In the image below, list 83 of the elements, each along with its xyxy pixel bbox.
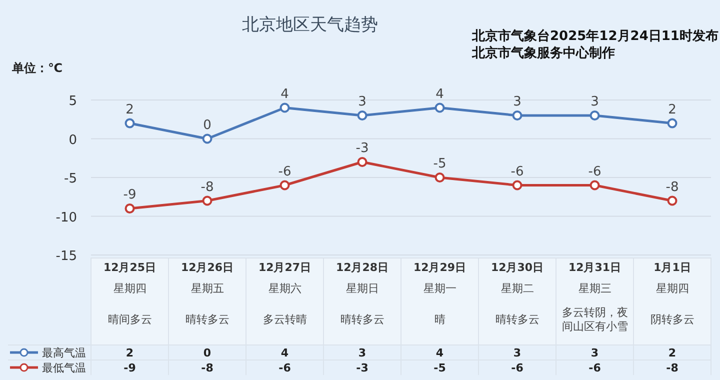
text: 星期四 (113, 282, 146, 295)
text: 晴 (434, 313, 446, 326)
text: 多云转晴 (262, 313, 307, 326)
y-tick-label: 5 (68, 94, 77, 109)
point (124, 118, 135, 128)
data-label: 4 (436, 346, 444, 360)
data-label: -8 (666, 362, 678, 374)
point (512, 180, 522, 190)
text: 北京市气象台2025年12月24日11时发布 (471, 28, 718, 44)
text: 0 (203, 118, 212, 133)
point (280, 180, 290, 190)
text: -6 (510, 164, 524, 180)
text: -9 (123, 188, 136, 202)
text: 3 (358, 94, 366, 110)
chart-title: 北京地区天气趋势 (242, 15, 378, 35)
text: 多云转阴，夜间山区有小雪 (562, 306, 628, 333)
legend-label: 最低气温 (42, 362, 86, 374)
point (202, 196, 212, 206)
text: -8 (200, 180, 214, 195)
legend-label: 最高气温 (42, 346, 86, 360)
text: -6 (588, 164, 602, 180)
text: 星期三 (578, 282, 612, 295)
x-tick-label: 12月30日 (490, 261, 544, 274)
text: 晴转多云 (185, 313, 230, 326)
text: 4 (280, 86, 289, 102)
text: 星期五 (190, 282, 224, 295)
x-tick-label: 12月25日 (103, 261, 156, 274)
x-tick-label: 12月31日 (568, 261, 622, 274)
point (124, 204, 135, 214)
y-tick-label: -15 (56, 249, 77, 264)
text: 星期四 (656, 282, 689, 295)
y-tick-label: -10 (56, 210, 77, 226)
y-tick-label: 0 (68, 132, 77, 148)
x-tick-label: 12月29日 (413, 261, 466, 274)
point (357, 110, 368, 120)
point (512, 110, 522, 120)
data-label: 3 (590, 346, 599, 360)
data-label: 2 (668, 346, 676, 360)
data-label: -6 (278, 362, 292, 374)
data-label: -6 (588, 362, 602, 374)
x-tick-label: 12月27日 (258, 261, 312, 274)
data-label: 3 (513, 346, 522, 360)
text: -8 (666, 180, 679, 195)
x-tick-label: 1月1日 (654, 261, 691, 274)
text: -5 (433, 156, 446, 172)
data-label: 2 (126, 346, 134, 360)
point (202, 134, 212, 144)
y-axis-title: 单位：℃ (11, 61, 63, 75)
text: 3 (513, 94, 522, 110)
data-label: 4 (280, 346, 289, 360)
text: 2 (668, 102, 676, 118)
data-label: -6 (511, 362, 524, 374)
data-label: 0 (203, 346, 212, 360)
text: 4 (436, 86, 444, 102)
data-label: -8 (201, 362, 214, 374)
text: 星期六 (268, 282, 302, 295)
text: -6 (278, 164, 292, 180)
point (590, 110, 600, 120)
text: 晴间多云 (108, 313, 152, 326)
data-label: -3 (356, 362, 368, 374)
x-tick-label: 12月28日 (336, 261, 389, 274)
point (280, 102, 290, 113)
text: 北京市气象服务中心制作 (471, 45, 615, 61)
point (434, 172, 445, 182)
y-tick-label: -5 (64, 172, 77, 186)
text: 3 (590, 94, 599, 110)
data-label: 3 (358, 346, 366, 360)
text: 星期日 (346, 282, 379, 295)
text: 晴转多云 (340, 313, 384, 326)
x-tick-label: 12月26日 (180, 261, 234, 274)
text: 星期一 (423, 282, 456, 295)
text: 2 (126, 102, 134, 118)
point (357, 157, 368, 167)
point (590, 180, 600, 190)
point (667, 118, 678, 128)
text: 晴转多云 (495, 313, 540, 326)
text: -3 (356, 141, 369, 156)
data-label: -5 (434, 362, 446, 374)
text: 阴转多云 (650, 313, 694, 326)
point (434, 102, 445, 113)
text: 星期二 (500, 282, 534, 295)
point (667, 196, 678, 206)
data-label: -9 (124, 362, 136, 374)
